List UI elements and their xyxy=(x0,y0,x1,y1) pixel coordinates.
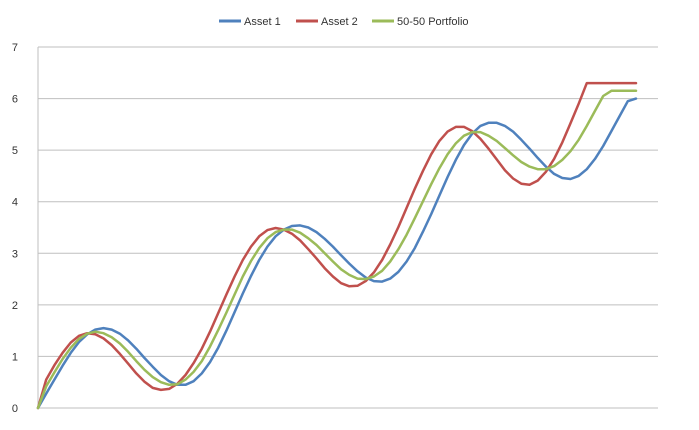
y-tick-label-7: 7 xyxy=(12,42,18,54)
y-tick-label-0: 0 xyxy=(12,403,18,415)
series-line-3 xyxy=(36,89,638,410)
series-line-1 xyxy=(36,97,638,410)
legend-label-2: Asset 2 xyxy=(321,16,358,28)
series-lines xyxy=(36,81,638,410)
y-tick-label-6: 6 xyxy=(12,94,18,106)
y-tick-label-5: 5 xyxy=(12,145,18,157)
legend-label-3: 50-50 Portfolio xyxy=(397,16,469,28)
legend: Asset 1 Asset 2 50-50 Portfolio xyxy=(219,16,469,28)
gridlines xyxy=(37,46,658,409)
y-axis-ticks: 0 1 2 3 4 5 6 7 xyxy=(12,42,18,415)
legend-label-1: Asset 1 xyxy=(244,16,281,28)
y-tick-label-1: 1 xyxy=(12,351,18,363)
y-tick-label-4: 4 xyxy=(12,197,18,209)
y-tick-label-2: 2 xyxy=(12,300,18,312)
y-tick-label-3: 3 xyxy=(12,248,18,260)
series-line-2 xyxy=(36,81,638,410)
